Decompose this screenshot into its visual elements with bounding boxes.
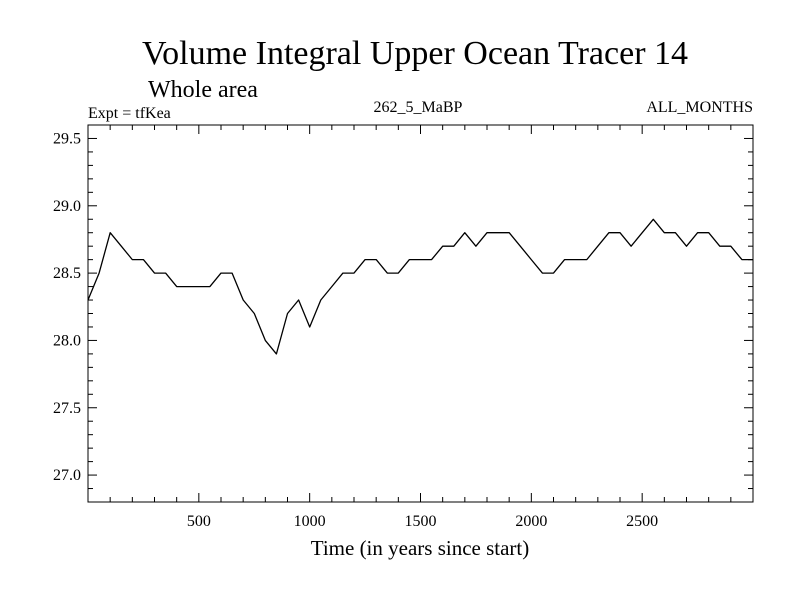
- y-tick-label: 29.5: [53, 130, 81, 147]
- plot-frame: [87, 124, 754, 503]
- experiment-label: Expt = tfKea: [88, 105, 171, 122]
- x-tick-label: 2000: [515, 513, 547, 530]
- x-tick-label: 2500: [626, 513, 658, 530]
- run-label: 262_5_MaBP: [374, 99, 463, 116]
- y-tick-label: 29.0: [53, 198, 81, 215]
- x-tick-label: 1500: [405, 513, 437, 530]
- y-tick-label: 27.5: [53, 400, 81, 417]
- series-line: [87, 218, 753, 355]
- x-axis-label: Time (in years since start): [311, 536, 530, 560]
- x-tick-label: 500: [187, 513, 211, 530]
- y-tick-label: 28.5: [53, 265, 81, 282]
- x-tick-label: 1000: [294, 513, 326, 530]
- y-axis: 27.0 27.5 28.0 28.5 29.0 29.5: [53, 124, 753, 503]
- months-label: ALL_MONTHS: [646, 99, 753, 116]
- y-tick-label: 27.0: [53, 467, 81, 484]
- y-tick-label: 28.0: [53, 332, 81, 349]
- chart-subtitle: Whole area: [148, 77, 258, 103]
- x-axis: 500 1000 1500 2000 2500: [109, 125, 732, 530]
- chart-title: Volume Integral Upper Ocean Tracer 14: [142, 35, 688, 72]
